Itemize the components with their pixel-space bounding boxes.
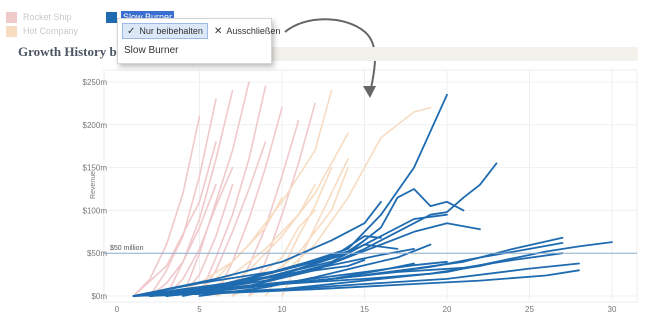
- series-line-rocket-ship[interactable]: [198, 141, 267, 297]
- series-line-hot-company[interactable]: [198, 183, 316, 297]
- selection-tooltip: ✓ Nur beibehalten ✕ Ausschließen Slow Bu…: [117, 18, 280, 64]
- series-line-slow-burner[interactable]: [149, 262, 415, 297]
- annotation-arrow: [284, 18, 376, 98]
- check-icon: ✓: [127, 25, 136, 37]
- series-line-rocket-ship[interactable]: [182, 81, 250, 297]
- legend: Rocket Ship Hot Company: [6, 10, 78, 38]
- legend-swatch-rocket-ship: [6, 11, 17, 23]
- reference-line-label: $50 million: [110, 245, 144, 252]
- series-line-slow-burner[interactable]: [132, 260, 448, 297]
- x-tick-label: 5: [197, 305, 202, 314]
- y-tick-label: $0m: [91, 292, 107, 301]
- title-strip: [225, 47, 638, 61]
- series-line-slow-burner[interactable]: [165, 222, 481, 297]
- series-line-slow-burner[interactable]: [182, 235, 382, 297]
- series-line-slow-burner[interactable]: [132, 259, 366, 297]
- series-lines: $50 million: [104, 81, 637, 297]
- x-tick-label: 0: [115, 305, 120, 314]
- legend-swatch-hot-company: [6, 25, 17, 37]
- series-line-slow-burner[interactable]: [165, 239, 366, 297]
- tooltip-item-label: Slow Burner: [124, 45, 179, 56]
- x-tick-label: 15: [360, 305, 369, 314]
- x-tick-label: 25: [525, 305, 534, 314]
- series-line-rocket-ship[interactable]: [149, 98, 217, 297]
- series-line-slow-burner[interactable]: [198, 243, 432, 297]
- series-line-rocket-ship[interactable]: [215, 106, 283, 297]
- legend-item-hot-company[interactable]: Hot Company: [6, 24, 78, 38]
- keep-only-button[interactable]: ✓ Nur beibehalten: [122, 23, 208, 39]
- y-tick-label: $250m: [83, 78, 108, 87]
- chart-axes: 0 5 10 15 20 25 30 $0m $50m $100m $150m $200m $250m R…: [83, 78, 617, 314]
- chart-title: Growth History by Co: [18, 44, 143, 59]
- legend-label-rocket-ship: Rocket Ship: [23, 12, 72, 22]
- series-line-hot-company[interactable]: [165, 196, 283, 297]
- exclude-label: Ausschließen: [226, 26, 281, 36]
- legend-label-hot-company: Hot Company: [23, 26, 79, 36]
- y-tick-label: $50m: [87, 249, 107, 258]
- y-tick-label: $100m: [83, 206, 108, 215]
- close-icon: ✕: [213, 25, 223, 37]
- series-line-rocket-ship[interactable]: [165, 166, 234, 297]
- series-line-rocket-ship[interactable]: [165, 89, 234, 297]
- series-line-rocket-ship[interactable]: [198, 85, 267, 297]
- exclude-button[interactable]: ✕ Ausschließen: [214, 24, 280, 38]
- series-line-slow-burner[interactable]: [132, 269, 580, 297]
- y-tick-label: $150m: [83, 164, 108, 173]
- y-axis-label: Revenue: [90, 171, 97, 199]
- y-tick-label: $200m: [83, 121, 108, 130]
- legend-swatch-slow-burner: [106, 11, 117, 23]
- x-tick-label: 30: [608, 305, 617, 314]
- series-line-rocket-ship[interactable]: [149, 183, 217, 297]
- keep-only-label: Nur beibehalten: [139, 26, 203, 36]
- series-line-hot-company[interactable]: [215, 132, 349, 297]
- series-line-rocket-ship[interactable]: [132, 141, 217, 297]
- plot-frame: [103, 69, 638, 303]
- x-tick-label: 10: [278, 305, 287, 314]
- legend-item-rocket-ship[interactable]: Rocket Ship: [6, 10, 78, 24]
- series-line-slow-burner[interactable]: [132, 200, 382, 297]
- series-line-rocket-ship[interactable]: [132, 115, 201, 297]
- series-line-slow-burner[interactable]: [165, 162, 498, 297]
- x-tick-label: 20: [443, 305, 452, 314]
